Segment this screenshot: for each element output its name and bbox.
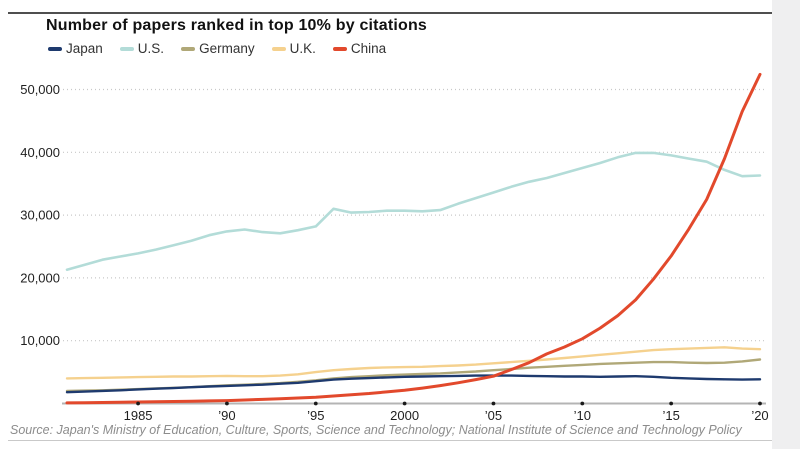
series-line-us: [65, 151, 762, 272]
x-tick-dot-1985: [136, 401, 140, 406]
y-axis-label-10000: 10,000: [20, 333, 60, 348]
x-axis-label-1995: ’95: [307, 408, 324, 423]
legend-swatch-japan: [48, 46, 62, 51]
x-tick-dot-2010: [580, 401, 585, 406]
x-axis-label-2005: ’05: [485, 408, 502, 423]
legend-label-us: U.S.: [137, 41, 165, 56]
legend-swatch-germany: [181, 46, 196, 51]
x-tick-dot-2000: [402, 401, 407, 406]
x-tick-dot-2005: [491, 401, 496, 406]
chart-title: Number of papers ranked in top 10% by ci…: [46, 17, 428, 34]
legend-swatch-us: [119, 46, 134, 51]
legend-item-uk: U.K.: [271, 41, 316, 56]
legend-label-japan: Japan: [66, 41, 103, 56]
legend-item-china: China: [332, 41, 387, 56]
x-axis-label-2000: 2000: [390, 408, 419, 423]
legend-swatch-uk: [271, 46, 286, 51]
series-line-japan: [65, 374, 762, 394]
y-axis-label-40000: 40,000: [20, 145, 60, 160]
legend-item-us: U.S.: [119, 41, 165, 56]
legend-item-germany: Germany: [181, 41, 255, 56]
x-axis-label-2015: ’15: [662, 408, 679, 423]
legend-swatch-china: [332, 46, 347, 51]
x-tick-dot-1995: [313, 401, 318, 406]
legend-label-germany: Germany: [199, 41, 255, 56]
x-axis-label-1985: 1985: [124, 408, 153, 423]
x-axis-label-2010: ’10: [574, 408, 591, 423]
series-line-uk: [65, 346, 762, 380]
source-attribution: Source: Japan's Ministry of Education, C…: [10, 423, 742, 437]
page-margin-strip: [772, 0, 800, 449]
x-tick-dot-1990: [225, 401, 229, 406]
legend-label-uk: U.K.: [289, 41, 316, 56]
y-axis-label-50000: 50,000: [20, 82, 60, 97]
x-tick-dot-2015: [669, 401, 674, 406]
series-line-china: [65, 72, 762, 405]
legend-item-japan: Japan: [48, 41, 103, 56]
x-axis-label-1990: ’90: [218, 408, 235, 423]
y-axis-label-30000: 30,000: [20, 208, 60, 223]
x-tick-dot-2020: [758, 401, 762, 406]
chart-card: [8, 12, 772, 441]
y-axis-label-20000: 20,000: [20, 270, 60, 285]
x-axis-label-2020: ’20: [751, 408, 768, 423]
series-line-germany: [65, 358, 762, 393]
legend: Japan U.S. Germany U.K. China: [48, 41, 386, 56]
legend-label-china: China: [350, 41, 387, 56]
